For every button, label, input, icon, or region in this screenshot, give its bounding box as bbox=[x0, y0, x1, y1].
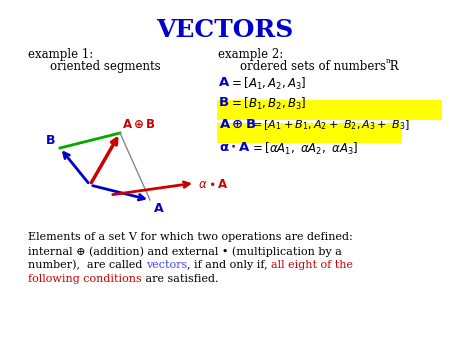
Text: $\alpha \bullet \mathbf{A}$: $\alpha \bullet \mathbf{A}$ bbox=[198, 178, 229, 192]
Text: $\mathbf{B}$: $\mathbf{B}$ bbox=[45, 134, 56, 147]
Text: n: n bbox=[386, 57, 391, 65]
Text: $= [\alpha A_1,\ \alpha A_2,\ \alpha A_3]$: $= [\alpha A_1,\ \alpha A_2,\ \alpha A_3… bbox=[250, 141, 358, 157]
Text: ordered sets of numbers R: ordered sets of numbers R bbox=[240, 60, 399, 73]
Text: $= [A_1+B_1, A_2+\ B_2, A_3+\ B_3]$: $= [A_1+B_1, A_2+\ B_2, A_3+\ B_3]$ bbox=[250, 118, 410, 132]
Text: VECTORS: VECTORS bbox=[157, 18, 293, 42]
Text: $\mathbf{A \oplus B}$: $\mathbf{A \oplus B}$ bbox=[219, 118, 256, 131]
Text: $\mathbf{\alpha \bullet A}$: $\mathbf{\alpha \bullet A}$ bbox=[219, 141, 251, 154]
Text: internal ⊕ (addition) and external • (multiplication by a: internal ⊕ (addition) and external • (mu… bbox=[28, 246, 342, 257]
FancyBboxPatch shape bbox=[217, 123, 402, 143]
Text: , if and only if,: , if and only if, bbox=[187, 260, 271, 270]
Text: $\mathbf{A}$: $\mathbf{A}$ bbox=[218, 76, 230, 89]
Text: $\mathbf{B}$: $\mathbf{B}$ bbox=[218, 96, 229, 109]
Text: $\mathbf{A}$: $\mathbf{A}$ bbox=[153, 202, 165, 215]
Text: oriented segments: oriented segments bbox=[50, 60, 161, 73]
FancyBboxPatch shape bbox=[217, 100, 442, 120]
Text: following conditions: following conditions bbox=[28, 274, 142, 284]
Text: example 2:: example 2: bbox=[218, 48, 283, 61]
Text: $= [A_1, A_2, A_3]$: $= [A_1, A_2, A_3]$ bbox=[229, 76, 306, 92]
Text: $\mathbf{A \oplus B}$: $\mathbf{A \oplus B}$ bbox=[122, 118, 156, 131]
Text: number),  are called: number), are called bbox=[28, 260, 146, 270]
Text: all eight of the: all eight of the bbox=[271, 260, 353, 270]
Text: example 1:: example 1: bbox=[28, 48, 93, 61]
Text: are satisfied.: are satisfied. bbox=[142, 274, 218, 284]
Text: Elements of a set V for which two operations are defined:: Elements of a set V for which two operat… bbox=[28, 232, 353, 242]
Text: vectors: vectors bbox=[146, 260, 187, 270]
Text: $= [B_1, B_2, B_3]$: $= [B_1, B_2, B_3]$ bbox=[229, 96, 306, 112]
